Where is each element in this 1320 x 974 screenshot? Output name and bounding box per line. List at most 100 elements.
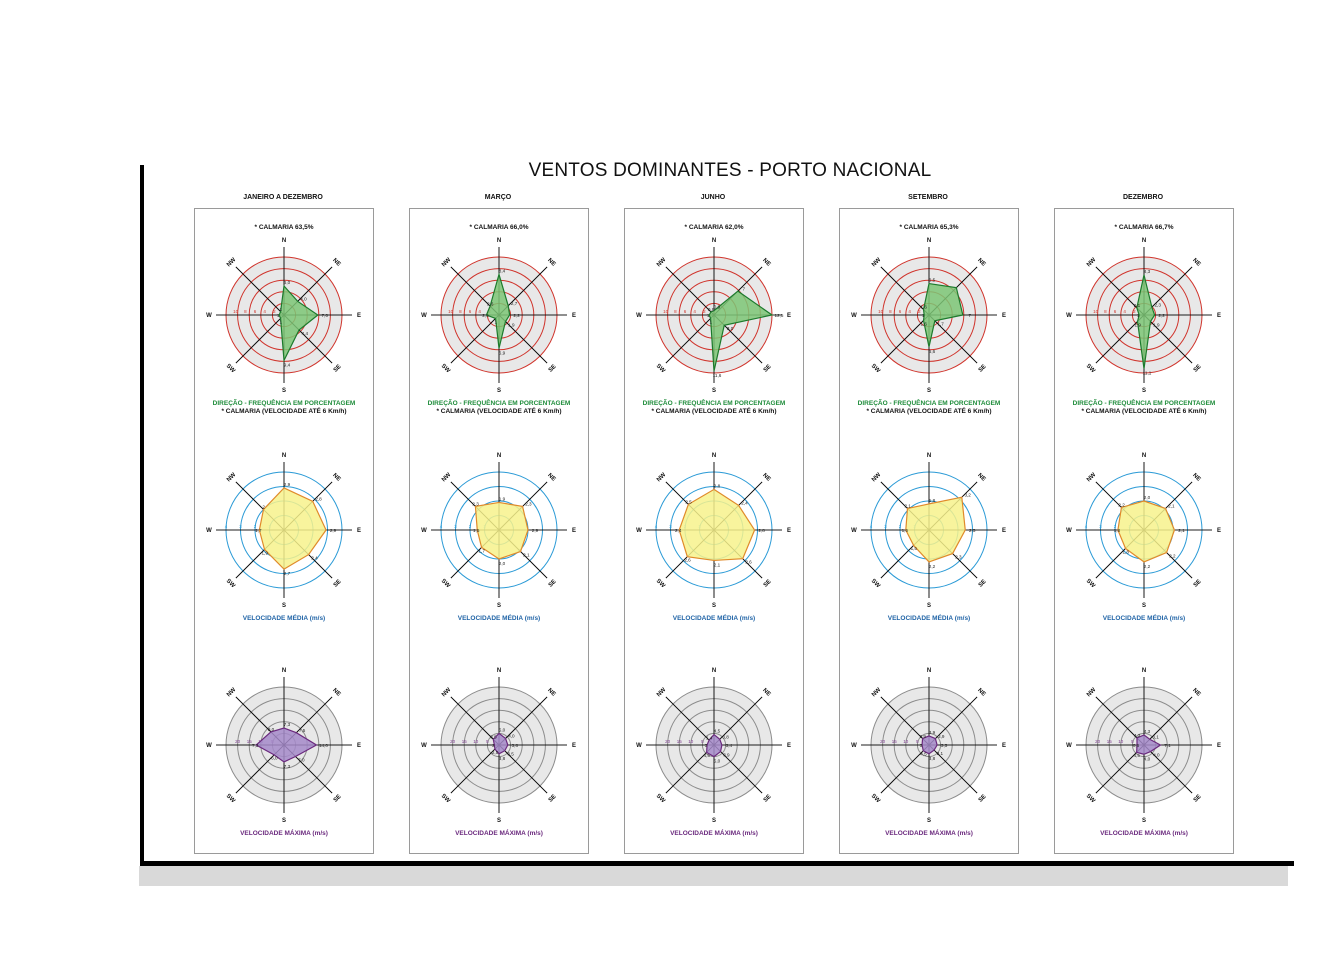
data-label: 0,6 [1133,743,1140,748]
data-label: 1,9 [261,550,268,555]
direction-label: S [497,388,501,394]
scale-tick-label: 4 [1123,309,1126,314]
direction-label: NE [761,258,771,268]
mean_speed-polygon [678,488,756,562]
direction-label: S [497,603,501,609]
direction-label: SW [1085,578,1096,589]
scale-tick-label: 15 [892,739,898,744]
data-label: 4,0 [508,734,515,739]
data-label: 2,2 [1144,564,1151,569]
direction-label: S [282,818,286,824]
direction-label: E [357,528,361,534]
scale-tick-label: 3 [239,524,242,529]
data-label: 3 [705,743,708,748]
month-title: MARÇO [484,194,512,201]
calm-label: * CALMARIA 66,7% [1114,224,1174,231]
direction-label: SW [440,578,451,589]
direction-label: N [282,238,286,244]
direction-label: SE [1193,794,1203,804]
scale-tick-label: 8 [1104,309,1107,314]
direction-label: SE [978,794,988,804]
data-label: 1,7 [937,322,944,327]
direction-label: SE [333,364,343,374]
data-label: 1,5 [473,528,480,533]
data-label: 1,9 [1134,322,1141,327]
direction-label: NE [976,258,986,268]
data-label: 2,6 [487,301,494,306]
scale-tick-label: 20 [1095,739,1101,744]
data-label: 5,0 [714,759,721,764]
data-label: 4,4 [302,331,309,336]
data-label: 2,3 [955,554,962,559]
direction-label: SW [655,578,666,589]
data-label: 3,8 [722,734,729,739]
direction-label: W [1066,313,1072,319]
calm-label: * CALMARIA 66,0% [469,224,529,231]
mean_speed-rose: NNEESESSWWNW43212,92,82,92,42,71,91,72 [206,453,361,609]
scale-tick-label: 2 [918,309,921,314]
data-label: 7,1 [1164,743,1171,748]
direction-label: S [1142,603,1146,609]
direction-label: W [636,528,642,534]
direction-label: NW [441,257,453,269]
direction-label: NE [761,688,771,698]
data-label: 3,9 [920,734,927,739]
mean_speed-rose: NNEESESSWWNW43211,92,32,92,12,01,71,52,3 [421,453,576,609]
data-label: 4,3 [1134,733,1141,738]
frequency-rose: N NE E SE S SW W NW 10 8 6 4 2 8,3 2,3 2,2 1,9 11,1 1,9 1 2,… [1066,238,1221,394]
frequency-polygon [922,282,964,348]
direction-label: S [282,388,286,394]
direction-label: SW [440,363,451,374]
month-panel: * CALMARIA 63,5% N NE E SE S SW W NW 10 8 6 4 2 6,0 4,0… [194,208,374,854]
scale-tick-label: 2 [703,309,706,314]
data-label: 1,8 [1123,549,1130,554]
scale-tick-label: 15 [247,739,253,744]
direction-label: E [357,743,361,749]
direction-label: NW [226,472,238,484]
scale-tick-label: 5 [916,739,919,744]
frequency-caption: DIREÇÃO - FREQUÊNCIA EM PORCENTAGEM [212,400,356,407]
calm-note-caption: * CALMARIA (VELOCIDADE ATÉ 6 Km/h) [221,408,347,415]
data-label: 0,9 [708,307,715,312]
direction-label: NW [871,687,883,699]
direction-label: NW [1086,257,1098,269]
direction-label: E [787,528,791,534]
data-label: 3,9 [723,752,730,757]
calm-label: * CALMARIA 62,0% [684,224,744,231]
data-label: 3,5 [941,743,948,748]
calm-note-caption: * CALMARIA (VELOCIDADE ATÉ 6 Km/h) [436,408,562,415]
data-label: 3,8 [929,756,936,761]
data-label: 2,0 [499,561,506,566]
direction-label: NW [1086,472,1098,484]
scale-tick-label: 15 [677,739,683,744]
direction-label: E [572,313,576,319]
direction-label: SW [225,793,236,804]
direction-label: NE [546,473,556,483]
data-label: 2,4 [675,528,682,533]
data-label: 2,1 [1178,528,1185,533]
scale-tick-label: 20 [235,739,241,744]
direction-label: W [636,313,642,319]
data-label: 4,3 [1144,729,1151,734]
direction-label: NE [546,258,556,268]
direction-label: SE [548,364,558,374]
direction-label: E [1217,528,1221,534]
data-label: 2,8 [758,528,765,533]
max_speed-polygon [921,735,938,755]
data-label: 5,0 [499,727,506,732]
data-label: 7 [742,286,745,291]
direction-label: SE [333,579,343,589]
data-label: 9,4 [284,362,291,367]
scale-tick-label: 8 [244,309,247,314]
data-label: 1,4 [706,735,713,740]
direction-label: S [712,388,716,394]
scale-tick-label: 6 [684,309,687,314]
data-label: 2,2 [1118,503,1125,508]
direction-label: W [206,313,212,319]
mean-speed-caption: VELOCIDADE MÉDIA (m/s) [887,615,971,622]
data-label: 1 [707,313,710,318]
data-label: 8,4 [499,268,506,273]
scale-tick-label: 4 [225,524,228,529]
